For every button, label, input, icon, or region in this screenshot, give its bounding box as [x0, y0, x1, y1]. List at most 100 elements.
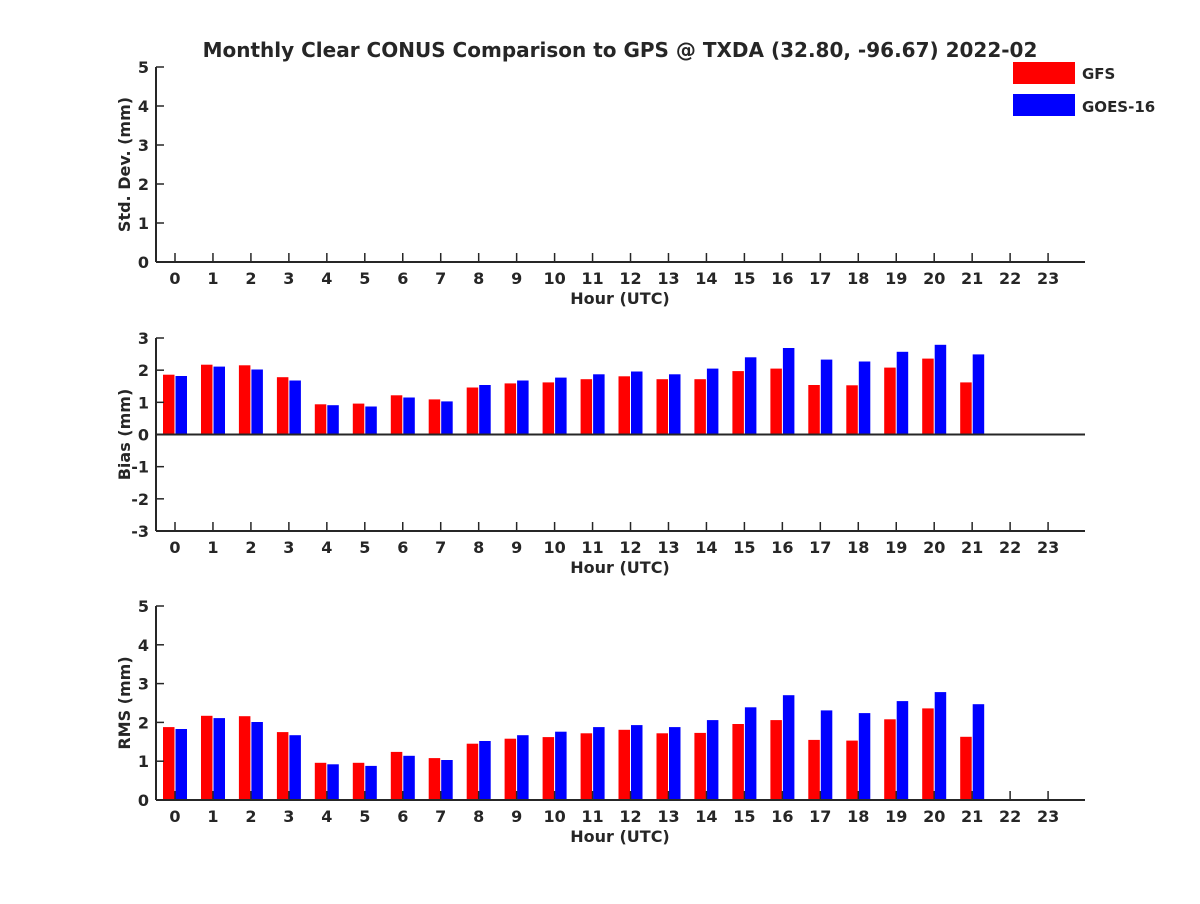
x-tick-label-bias: 3: [283, 538, 294, 557]
bar-rms-goes16-h0: [175, 729, 187, 800]
x-tick-label-rms: 9: [511, 807, 522, 826]
bar-rms-gfs-h15: [732, 724, 744, 800]
bar-rms-goes16-h15: [744, 707, 757, 800]
x-tick-label-rms: 12: [619, 807, 641, 826]
bar-bias-gfs-h19: [884, 367, 896, 435]
x-tick-label-bias: 17: [809, 538, 831, 557]
x-tick-label-rms: 15: [733, 807, 755, 826]
bar-bias-gfs-h4: [314, 404, 327, 435]
bar-rms-goes16-h5: [365, 765, 377, 800]
x-tick-label-rms: 21: [961, 807, 983, 826]
x-tick-label-rms: 11: [581, 807, 603, 826]
x-tick-label-rms: 17: [809, 807, 831, 826]
x-tick-label-rms: 20: [923, 807, 945, 826]
x-tick-label-stddev: 19: [885, 269, 907, 288]
x-tick-label-stddev: 23: [1037, 269, 1059, 288]
y-tick-label-stddev: 3: [138, 136, 149, 155]
x-tick-label-rms: 2: [245, 807, 256, 826]
x-tick-label-bias: 15: [733, 538, 755, 557]
bar-rms-gfs-h16: [770, 720, 782, 800]
bar-rms-gfs-h21: [960, 736, 972, 800]
x-tick-label-rms: 6: [397, 807, 408, 826]
bar-bias-gfs-h7: [428, 399, 441, 435]
y-tick-label-rms: 3: [138, 675, 149, 694]
x-axis-label-bias: Hour (UTC): [570, 558, 670, 577]
bar-bias-goes16-h17: [820, 359, 833, 435]
bar-rms-goes16-h17: [820, 710, 833, 800]
bar-bias-goes16-h16: [782, 348, 795, 435]
bar-bias-gfs-h21: [960, 382, 972, 435]
x-tick-label-stddev: 14: [695, 269, 717, 288]
x-tick-label-stddev: 7: [435, 269, 446, 288]
x-tick-label-bias: 19: [885, 538, 907, 557]
bar-bias-gfs-h5: [352, 403, 365, 435]
y-tick-label-stddev: 1: [138, 214, 149, 233]
bar-rms-gfs-h13: [656, 733, 668, 800]
bar-rms-goes16-h20: [934, 692, 947, 800]
x-tick-label-bias: 5: [359, 538, 370, 557]
x-tick-label-rms: 13: [657, 807, 679, 826]
bar-bias-goes16-h4: [327, 405, 339, 435]
bar-rms-gfs-h14: [694, 732, 706, 800]
x-tick-label-rms: 4: [321, 807, 332, 826]
x-tick-label-stddev: 21: [961, 269, 983, 288]
bar-rms-goes16-h3: [289, 735, 301, 800]
x-tick-label-bias: 4: [321, 538, 332, 557]
bar-rms-gfs-h12: [618, 729, 630, 800]
bar-rms-gfs-h2: [238, 716, 251, 800]
x-tick-label-rms: 5: [359, 807, 370, 826]
y-tick-label-rms: 2: [138, 713, 149, 732]
bar-rms-gfs-h10: [542, 737, 555, 800]
x-tick-label-stddev: 8: [473, 269, 484, 288]
x-tick-label-rms: 14: [695, 807, 717, 826]
x-tick-label-stddev: 9: [511, 269, 522, 288]
x-tick-label-stddev: 12: [619, 269, 641, 288]
bar-bias-gfs-h1: [201, 364, 213, 435]
x-tick-label-rms: 10: [543, 807, 565, 826]
bar-rms-gfs-h1: [201, 715, 213, 800]
bar-bias-goes16-h21: [972, 354, 985, 435]
x-tick-label-rms: 16: [771, 807, 793, 826]
bar-bias-goes16-h0: [175, 376, 187, 435]
bar-bias-gfs-h12: [618, 376, 630, 435]
bar-bias-gfs-h17: [808, 385, 820, 435]
x-tick-label-rms: 1: [207, 807, 218, 826]
y-axis-label-stddev: Std. Dev. (mm): [115, 97, 134, 232]
x-tick-label-stddev: 16: [771, 269, 793, 288]
x-tick-label-bias: 22: [999, 538, 1021, 557]
bar-rms-gfs-h19: [884, 719, 896, 800]
x-tick-label-bias: 6: [397, 538, 408, 557]
legend-swatch-gfs: [1013, 62, 1075, 84]
x-tick-label-stddev: 18: [847, 269, 869, 288]
x-tick-label-bias: 12: [619, 538, 641, 557]
bar-rms-goes16-h6: [403, 755, 415, 800]
bar-rms-gfs-h5: [352, 762, 365, 800]
bar-rms-goes16-h11: [593, 727, 605, 800]
x-tick-label-stddev: 0: [169, 269, 180, 288]
x-tick-label-bias: 18: [847, 538, 869, 557]
legend-label-goes16: GOES-16: [1082, 98, 1155, 116]
bar-bias-goes16-h1: [213, 366, 225, 435]
x-tick-label-bias: 13: [657, 538, 679, 557]
bar-bias-gfs-h9: [504, 383, 517, 435]
bar-bias-gfs-h2: [238, 365, 251, 435]
bar-bias-goes16-h7: [441, 401, 453, 435]
bar-rms-goes16-h16: [782, 695, 795, 800]
y-tick-label-bias: 0: [138, 426, 149, 445]
bar-bias-gfs-h0: [163, 374, 175, 435]
x-tick-label-stddev: 13: [657, 269, 679, 288]
bar-rms-gfs-h18: [846, 740, 858, 800]
x-tick-label-stddev: 6: [397, 269, 408, 288]
x-tick-label-bias: 9: [511, 538, 522, 557]
bar-bias-goes16-h13: [669, 374, 681, 435]
y-tick-label-bias: -1: [131, 458, 149, 477]
x-tick-label-rms: 19: [885, 807, 907, 826]
x-tick-label-stddev: 11: [581, 269, 603, 288]
bar-bias-goes16-h8: [479, 385, 491, 435]
bar-rms-goes16-h4: [327, 764, 339, 800]
